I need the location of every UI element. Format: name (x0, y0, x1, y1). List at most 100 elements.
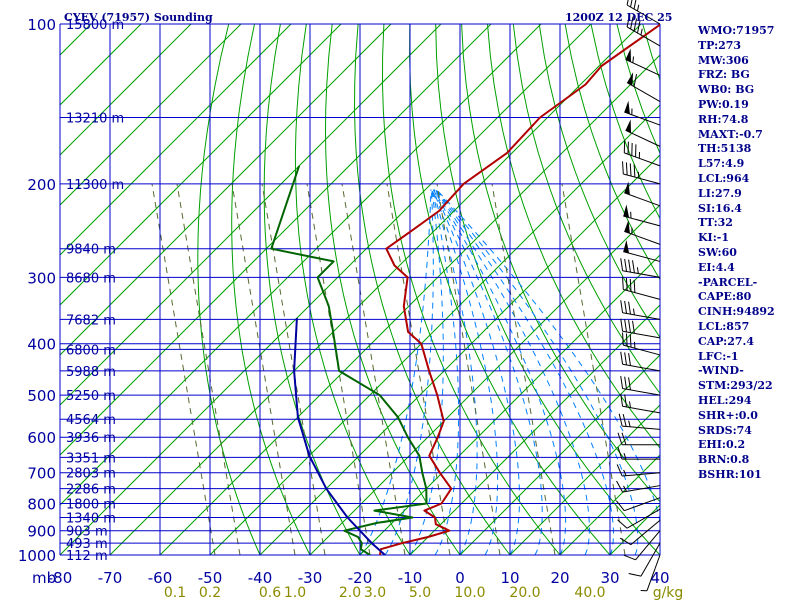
stat-item: LCL:857 (698, 319, 750, 333)
dewpoint-line (270, 165, 428, 555)
mixing-ratio-line (176, 183, 241, 555)
height-label: 13210 m (66, 112, 124, 127)
height-label: 7682 m (66, 313, 116, 328)
wind-barb (616, 497, 661, 512)
stat-item: LCL:964 (698, 171, 750, 185)
wind-barb (620, 393, 661, 414)
height-label: 6800 m (66, 343, 116, 358)
mixing-ratio-line (151, 183, 216, 555)
mixing-ratio-label: 5.0 (409, 585, 431, 600)
stat-item: TT:32 (698, 216, 733, 230)
mixing-ratio-label: 20.0 (509, 585, 540, 600)
isotherm (60, 24, 242, 206)
temperature-tick-label: -40 (248, 569, 273, 587)
temperature-tick-label: -20 (348, 569, 373, 587)
temperature-tick-label: -60 (148, 569, 173, 587)
mixing-ratio-line (491, 183, 556, 555)
isotherm (60, 24, 342, 306)
height-label: 8680 m (66, 271, 116, 286)
height-label: 15800 m (66, 18, 124, 33)
temperature-tick-label: -50 (198, 569, 223, 587)
dry-adiabat (538, 24, 660, 339)
isotherm (559, 454, 660, 555)
stat-item: EHI:0.2 (698, 438, 746, 452)
wind-barb (623, 204, 661, 227)
isotherm (209, 104, 660, 555)
wind-barb (617, 432, 660, 446)
stat-item: STM:293/22 (698, 379, 773, 393)
moist-adiabat (431, 189, 460, 555)
height-label: 2803 m (66, 467, 116, 482)
pressure-label: 600 (27, 429, 56, 447)
height-label: 3351 m (66, 451, 116, 466)
wind-barb (626, 0, 661, 25)
moist-adiabat (384, 189, 434, 555)
moist-adiabat (433, 189, 543, 555)
stat-item: SI:16.4 (698, 201, 742, 215)
temperature-tick-label: 40 (650, 569, 669, 587)
dry-adiabat (512, 24, 660, 395)
wind-barb (618, 413, 661, 430)
isotherm (60, 24, 442, 406)
moist-adiabat (433, 189, 520, 555)
height-label: 5988 m (66, 365, 116, 380)
temperature-tick-label: 0 (455, 569, 465, 587)
moist-adiabat (409, 189, 444, 555)
stat-item: HEL:294 (698, 393, 752, 407)
stat-item: TH:5138 (698, 142, 752, 156)
height-label: 9840 m (66, 243, 116, 258)
stat-item: CAP:27.4 (698, 334, 755, 348)
stat-item: WB0: BG (698, 83, 755, 97)
mixing-ratio-label: 3.0 (364, 585, 386, 600)
stat-item: SRDS:74 (698, 423, 752, 437)
stat-item: BSHR:101 (698, 467, 762, 481)
pressure-label: 500 (27, 387, 56, 405)
wind-barb (622, 332, 661, 356)
mixing-ratio-label: 0.1 (164, 585, 186, 600)
isotherm (509, 404, 660, 555)
isotherm (409, 304, 660, 555)
wind-barb (623, 240, 661, 262)
height-label: 493 m (66, 537, 108, 552)
pressure-label: 400 (27, 336, 56, 354)
pressure-label: 100 (27, 16, 56, 34)
wind-barb (617, 508, 661, 529)
wind-barb (624, 220, 661, 245)
stat-item: L57:4.9 (698, 157, 745, 171)
valid-time: 1200Z 12 DEC 25 (565, 11, 672, 24)
temperature-tick-label: -70 (98, 569, 123, 587)
stats-panel: WMO:71957 TP:273 MW:306 FRZ: BG WB0: BG PW:0.… (698, 24, 798, 483)
isotherm (60, 24, 592, 555)
isotherm (159, 54, 660, 555)
wind-barb (617, 447, 660, 460)
wind-barb (616, 480, 661, 493)
height-label: 2286 m (66, 483, 116, 498)
wind-barb (620, 318, 661, 339)
stat-item: TP:273 (698, 38, 742, 52)
mixing-ratio-label: 2.0 (339, 585, 361, 600)
wind-barb (640, 554, 661, 592)
wind-barb (622, 276, 661, 300)
isotherm (60, 24, 192, 156)
wind-barb (620, 375, 661, 396)
height-label: 4564 m (66, 413, 116, 428)
stat-item: SW:60 (698, 245, 737, 259)
wind-barb (620, 258, 661, 278)
wind-barb (624, 100, 661, 126)
dry-adiabat (487, 24, 660, 449)
stat-item: LI:27.9 (698, 186, 742, 200)
temperature-tick-label: 10 (500, 569, 519, 587)
mixing-ratio-line (341, 183, 406, 555)
stat-item: EI:4.4 (698, 260, 735, 274)
wind-barb (624, 181, 661, 207)
isotherm (309, 204, 660, 555)
height-label: 5250 m (66, 389, 116, 404)
pressure-label: 800 (27, 496, 56, 514)
height-label: 1340 m (66, 512, 116, 527)
isotherm (259, 154, 660, 555)
mixing-ratio-line (436, 183, 501, 555)
wind-barb (620, 300, 661, 320)
temperature-tick-label: -10 (398, 569, 423, 587)
height-label: 3936 m (66, 431, 116, 446)
isotherm (60, 24, 292, 256)
